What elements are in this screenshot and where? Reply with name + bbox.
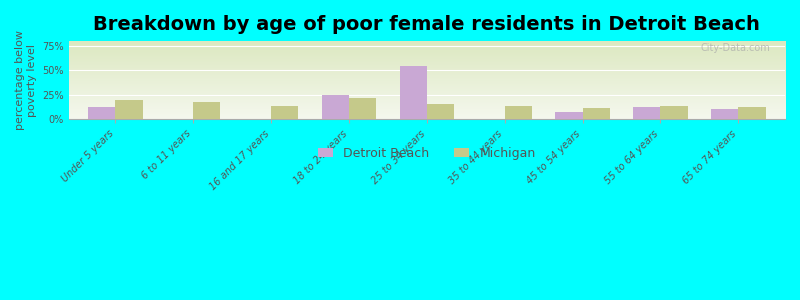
Bar	[555, 112, 582, 119]
Bar	[661, 106, 688, 119]
Title: Breakdown by age of poor female residents in Detroit Beach: Breakdown by age of poor female resident…	[94, 15, 760, 34]
Bar	[711, 110, 738, 119]
Y-axis label: percentage below
poverty level: percentage below poverty level	[15, 30, 37, 130]
Bar	[633, 107, 661, 119]
Legend: Detroit Beach, Michigan: Detroit Beach, Michigan	[312, 140, 542, 166]
Bar	[582, 108, 610, 119]
Bar	[115, 100, 142, 119]
Bar	[738, 107, 766, 119]
Bar	[271, 106, 298, 119]
Text: City-Data.com: City-Data.com	[701, 44, 770, 53]
Bar	[349, 98, 376, 119]
Bar	[399, 65, 427, 119]
Bar	[194, 102, 221, 119]
Bar	[427, 103, 454, 119]
Bar	[88, 107, 115, 119]
Bar	[322, 95, 349, 119]
Bar	[505, 106, 532, 119]
